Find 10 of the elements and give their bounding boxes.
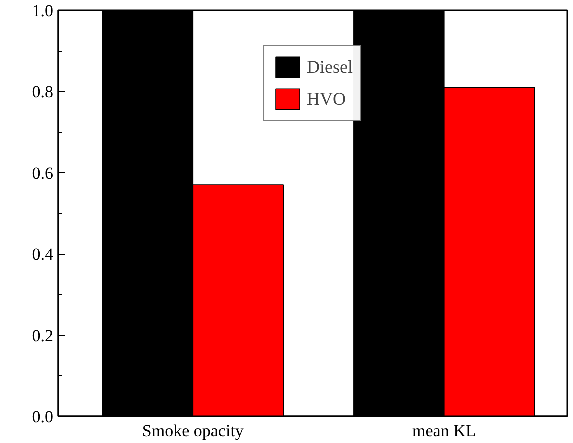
x-tick-label: Smoke opacity: [142, 422, 244, 440]
y-tick-label: 0.2: [32, 326, 54, 346]
legend-label: Diesel: [307, 56, 353, 78]
x-tick-label: mean KL: [412, 422, 476, 440]
y-tick-label: 0.4: [32, 245, 54, 264]
y-tick-label: 1.0: [32, 2, 54, 20]
y-tick-label: 0.0: [32, 408, 54, 426]
legend-label: HVO: [307, 88, 346, 110]
y-tick-label: 0.8: [32, 82, 54, 102]
y-tick-label: 0.6: [32, 164, 54, 183]
